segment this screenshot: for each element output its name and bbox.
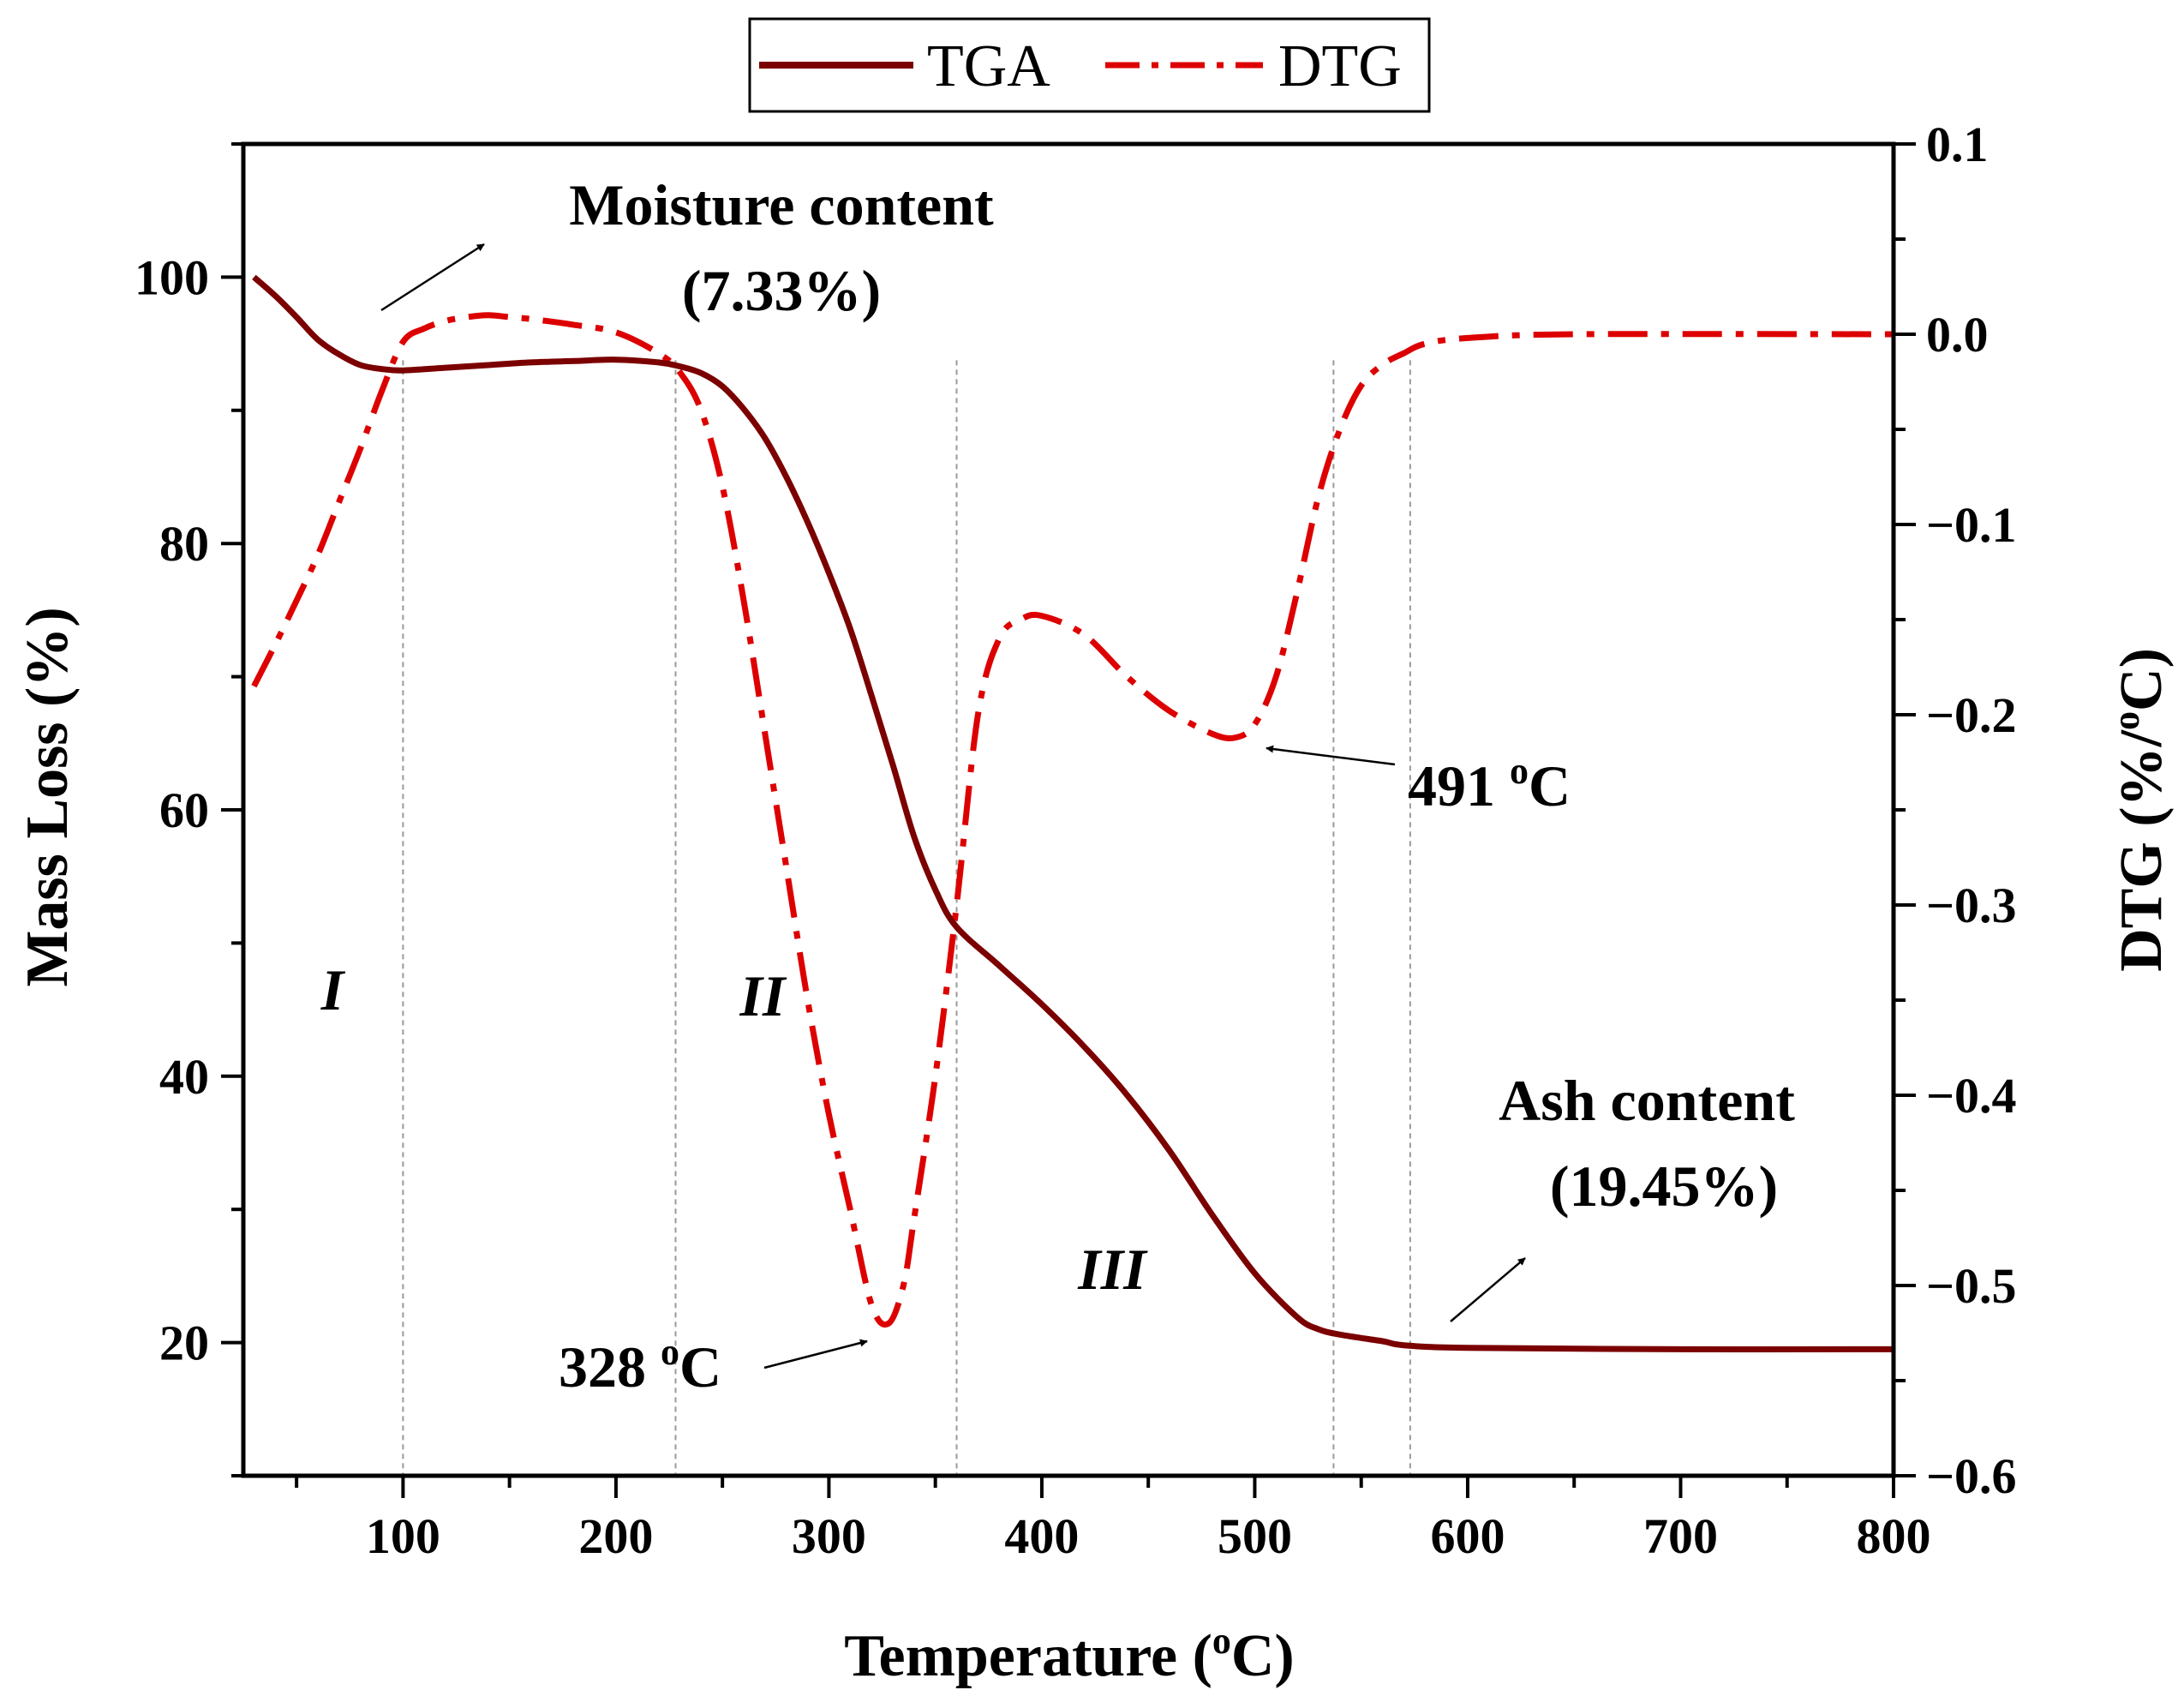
moisture-arrow — [380, 243, 485, 312]
annotations: Moisture content (7.33%) Ash content (19… — [320, 172, 1795, 1399]
region-i-label: I — [320, 957, 346, 1022]
region-iii-label: III — [1077, 1237, 1148, 1302]
y-tick-label: 40 — [159, 1049, 209, 1105]
x-axis-title: Temperature (oC) — [844, 1620, 1295, 1689]
x-tick-label: 400 — [1004, 1508, 1079, 1564]
y-tick-label: 60 — [159, 782, 209, 838]
y-tick-label: 80 — [159, 516, 209, 572]
legend: TGA DTG — [748, 17, 1431, 113]
peak-328-arrow — [763, 1339, 868, 1369]
dtg-series-line — [251, 312, 1894, 1328]
peak-491-label: 491 oC — [1408, 750, 1571, 818]
ash-content-value: (19.45%) — [1550, 1154, 1778, 1219]
x-tick-label: 100 — [366, 1508, 440, 1564]
moisture-content-value: (7.33%) — [682, 258, 881, 323]
y2-tick-label: −0.5 — [1926, 1258, 2017, 1314]
y-tick-label: 100 — [135, 249, 209, 305]
y-tick-label: 20 — [159, 1315, 209, 1371]
peak-491-arrow — [1266, 745, 1396, 766]
x-tick-label: 700 — [1643, 1508, 1718, 1564]
plot-border — [241, 141, 1896, 1478]
x-tick-label: 600 — [1430, 1508, 1505, 1564]
y2-tick-label: 0.1 — [1926, 117, 1989, 172]
region-ii-label: II — [739, 963, 787, 1028]
y2-tick-label: −0.2 — [1926, 687, 2017, 743]
plot-frame: 100 200 300 400 500 600 700 800 20 40 60 80 100 0.1 0.… — [135, 117, 2017, 1564]
y-axis-title: Mass Loss (%) — [15, 607, 81, 986]
peak-328-label: 328 oC — [559, 1331, 721, 1399]
y2-axis-title: DTG (%/oC) — [2105, 648, 2175, 972]
legend-dtg-label: DTG — [1278, 33, 1402, 99]
ash-content-label: Ash content — [1499, 1068, 1795, 1133]
y2-tick-label: −0.4 — [1926, 1068, 2017, 1124]
x-tick-label: 200 — [578, 1508, 653, 1564]
y2-tick-label: 0.0 — [1926, 307, 1989, 363]
legend-tga-label: TGA — [927, 33, 1050, 99]
x-tick-label: 800 — [1857, 1508, 1931, 1564]
moisture-content-label: Moisture content — [569, 172, 994, 237]
x-tick-label: 300 — [792, 1508, 866, 1564]
guide-lines — [402, 360, 1411, 1476]
x-tick-label: 500 — [1218, 1508, 1292, 1564]
tga-series-line — [252, 274, 1894, 1352]
y2-tick-label: −0.3 — [1926, 878, 2017, 933]
ash-arrow — [1450, 1257, 1526, 1322]
y2-tick-label: −0.6 — [1926, 1448, 2017, 1504]
y2-tick-label: −0.1 — [1926, 497, 2017, 553]
